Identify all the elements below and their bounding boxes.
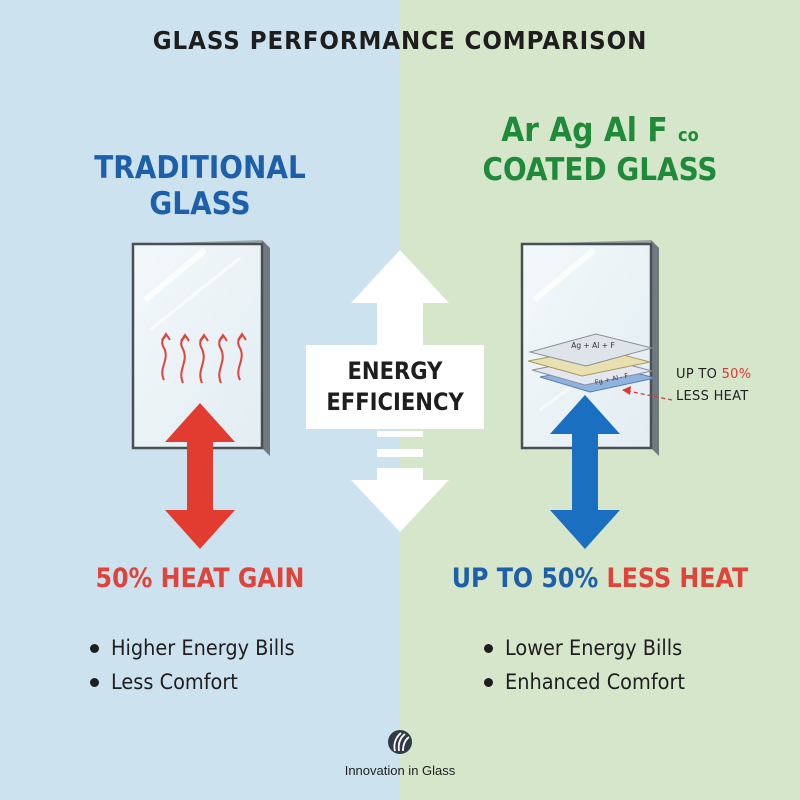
coated-glass-heading: COATED GLASS bbox=[482, 152, 718, 188]
heat-gain-arrow-icon bbox=[165, 403, 235, 549]
traditional-glass-pane bbox=[131, 240, 270, 456]
energy-efficiency-arrows-icon bbox=[351, 250, 449, 532]
energy-label-line1: ENERGY bbox=[347, 357, 443, 385]
bullet-text: Lower Energy Bills bbox=[505, 636, 683, 660]
heat-waves-icon bbox=[161, 332, 247, 384]
bullet-icon bbox=[90, 677, 99, 687]
side-note-line1: UP TO 50% bbox=[676, 367, 751, 382]
traditional-glass-heading: TRADITIONAL GLASS bbox=[94, 150, 306, 222]
coated-glass-bullets: Lower Energy Bills Enhanced Comfort bbox=[484, 631, 701, 699]
bullet-icon bbox=[484, 643, 493, 653]
side-note-value: 50% bbox=[721, 367, 752, 382]
list-item: Lower Energy Bills bbox=[484, 631, 701, 665]
bullet-icon bbox=[484, 677, 493, 687]
less-heat-pointer-icon bbox=[622, 386, 673, 401]
less-heat-arrow-icon bbox=[550, 395, 620, 549]
energy-efficiency-label: ENERGY EFFICIENCY bbox=[306, 345, 484, 429]
brand-logo-icon bbox=[388, 730, 412, 754]
page-title: GLASS PERFORMANCE COMPARISON bbox=[152, 26, 648, 55]
coating-layer-top-label: Ag + Al + F bbox=[571, 341, 615, 350]
brand-tagline: Innovation in Glass bbox=[344, 763, 456, 778]
less-heat-stat-red: LESS HEAT bbox=[606, 563, 749, 594]
list-item: Higher Energy Bills bbox=[90, 631, 311, 665]
heat-gain-stat: 50% HEAT GAIN bbox=[95, 563, 305, 594]
energy-label-line2: EFFICIENCY bbox=[326, 388, 464, 416]
less-heat-stat: UP TO 50% LESS HEAT bbox=[442, 563, 759, 594]
bullet-text: Less Comfort bbox=[111, 670, 238, 694]
list-item: Less Comfort bbox=[90, 665, 311, 699]
coating-elements-text: Ar Ag Al F bbox=[501, 110, 668, 149]
coating-layers-icon bbox=[527, 333, 656, 393]
list-item: Enhanced Comfort bbox=[484, 665, 701, 699]
bullet-icon bbox=[90, 643, 99, 653]
coating-elements-suffix: co bbox=[677, 125, 699, 146]
side-note-prefix: UP TO bbox=[676, 367, 718, 382]
less-heat-stat-blue: UP TO 50% bbox=[451, 563, 599, 594]
bullet-text: Enhanced Comfort bbox=[505, 670, 685, 694]
coating-elements-heading: Ar Ag Al F co bbox=[447, 110, 753, 149]
traditional-glass-bullets: Higher Energy Bills Less Comfort bbox=[90, 631, 311, 699]
bullet-text: Higher Energy Bills bbox=[111, 636, 295, 660]
side-note-line2: LESS HEAT bbox=[676, 389, 749, 404]
